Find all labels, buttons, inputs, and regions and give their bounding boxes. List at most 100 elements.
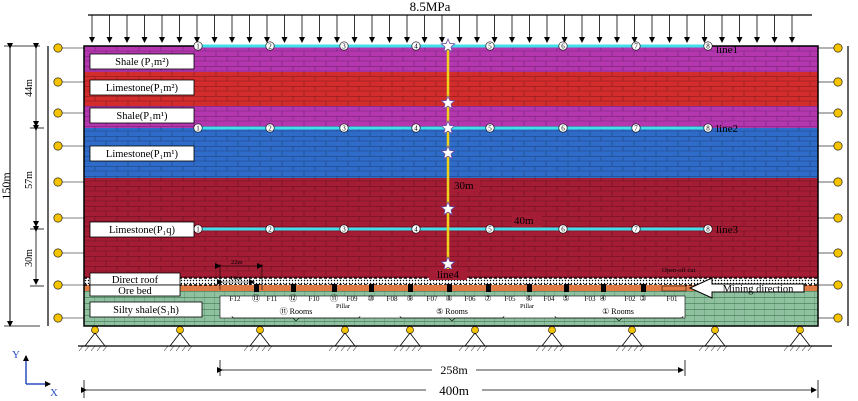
height-44m-label: 44m: [24, 79, 35, 97]
left-dimensions: 150m 44m 57m 30m: [0, 43, 44, 327]
pillar-numbers: ⑬ ⑫ ⑪ ⑩ ⑨ ⑧ ⑦ ⑥ ⑤ ④ ③: [252, 294, 647, 303]
coordinate-axes: Y X: [12, 349, 58, 399]
pin-support: [471, 326, 479, 334]
roller-left: [53, 77, 63, 87]
monitor-point-number: 7: [634, 125, 638, 133]
monitor-point-number: 3: [342, 226, 346, 234]
monitor-point-number: 1: [196, 226, 200, 234]
pillar-number: ⑤: [562, 294, 569, 303]
pin-support: [91, 326, 99, 334]
pillar-number: ⑬: [252, 294, 260, 303]
ore-mined-zone: [220, 285, 685, 291]
monitor-point-number: 7: [634, 43, 638, 51]
pillar-number: ⑫: [289, 294, 297, 303]
star-point: [440, 37, 456, 53]
face-label: F06: [465, 295, 476, 303]
pillar-number: ⑩: [367, 294, 374, 303]
roller-left: [53, 248, 63, 258]
monitor-point: [339, 123, 349, 133]
label-limestone-p1m1: Limestone(P₁m¹): [106, 149, 179, 160]
star-point: [440, 119, 456, 135]
pin-support-legs: [169, 332, 191, 347]
pin-support-hatch: [328, 345, 358, 352]
monitor-point: [703, 123, 713, 133]
line2-points: 1 2 3 4 5 6 7 8: [193, 123, 713, 133]
monitor-point-number: 2: [268, 226, 272, 234]
room-blocks: [220, 284, 687, 292]
monitor-point: [703, 224, 713, 234]
monitor-point: [411, 41, 421, 51]
star-point: [440, 144, 456, 160]
roller-right: [833, 313, 843, 323]
monitor-point-number: 8: [706, 43, 710, 51]
monitor-point: [485, 41, 495, 51]
roller-right: [833, 141, 843, 151]
monitor-point-number: 7: [634, 226, 638, 234]
pillar-number: ⑨: [406, 294, 413, 303]
mining-direction: Mining direction: [688, 277, 805, 299]
face-label: F07: [427, 295, 438, 303]
monitor-point-number: 4: [414, 125, 418, 133]
pillar-number: ⑥: [525, 294, 532, 303]
pin-support-legs: [249, 332, 271, 347]
pin-support: [406, 326, 414, 334]
label-direct-roof: Direct roof: [112, 275, 159, 286]
monitor-point-number: 2: [268, 43, 272, 51]
monitor-point: [193, 41, 203, 51]
pillar-block: [447, 284, 452, 292]
monitor-point: [339, 224, 349, 234]
line4-label: line4: [437, 269, 459, 281]
face-label: F08: [387, 295, 398, 303]
monitor-point: [558, 123, 568, 133]
pin-support-hatch: [78, 345, 108, 352]
roller-left: [53, 313, 63, 323]
label-limestone-p1m2: Limestone(P₁m²): [106, 83, 179, 94]
pin-support-legs: [334, 332, 356, 347]
bottom-dimensions: 258m 400m: [81, 360, 819, 398]
face-labels: F12 F11 F10 F09 F08 F07 F06 F05 F04 F03 F02 F01: [230, 295, 678, 303]
monitor-point: [411, 123, 421, 133]
load-label: 8.5MPa: [410, 0, 451, 14]
spacing-label: 40m: [514, 215, 534, 227]
pillar-block: [291, 284, 296, 292]
monitor-point: [411, 224, 421, 234]
monitor-point-number: 4: [414, 43, 418, 51]
face-label: F02: [625, 295, 636, 303]
pin-support-legs: [789, 332, 811, 347]
face-label: F09: [347, 295, 358, 303]
monitor-point: [558, 41, 568, 51]
monitor-point-number: 5: [488, 125, 492, 133]
pin-support-hatch: [393, 345, 423, 352]
pin-support-hatch: [243, 345, 273, 352]
roller-left: [53, 141, 63, 151]
pin-support-hatch: [535, 345, 565, 352]
roller-right: [833, 280, 843, 290]
pin-support-hatch: [615, 345, 645, 352]
pin-support-legs: [541, 332, 563, 347]
label-shale-p1m1: Shale(P₁m¹): [116, 111, 168, 122]
roller-right: [833, 248, 843, 258]
rooms-1: ① Rooms: [602, 307, 634, 316]
monitor-point-number: 8: [706, 125, 710, 133]
pin-support-legs: [621, 332, 643, 347]
pin-support-hatch: [698, 345, 728, 352]
label-shale-p1m2: Shale (P₁m²): [115, 57, 169, 68]
roller-supports: [47, 43, 849, 326]
roller-right: [833, 77, 843, 87]
monitor-point-number: 5: [488, 43, 492, 51]
monitor-point: [265, 41, 275, 51]
pillar-block: [332, 284, 337, 292]
monitor-point-number: 3: [342, 125, 346, 133]
mined-length-label: 258m: [440, 363, 468, 377]
monitor-point-number: 3: [342, 43, 346, 51]
monitor-point-number: 1: [196, 43, 200, 51]
monitor-point-number: 4: [414, 226, 418, 234]
pin-support: [256, 326, 264, 334]
pin-support-hatch: [163, 345, 193, 352]
monitor-point: [265, 224, 275, 234]
monitor-point: [485, 123, 495, 133]
pin-support: [548, 326, 556, 334]
monitor-point: [703, 41, 713, 51]
roller-left: [53, 108, 63, 118]
pillar-span-label: 16m: [230, 275, 242, 282]
